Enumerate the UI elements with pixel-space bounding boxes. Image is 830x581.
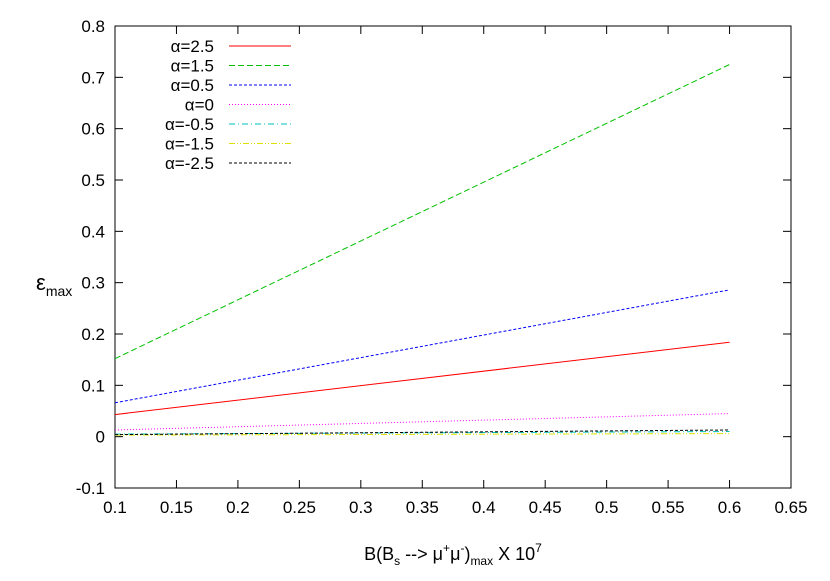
y-tick-label: 0 [96,428,105,447]
legend-label: α=-0.5 [165,115,214,134]
plot-frame [114,25,792,489]
x-tick-label: 0.6 [718,498,742,517]
x-tick-label: 0.25 [283,498,316,517]
series-line-6 [114,429,730,436]
y-tick-label: 0.1 [81,376,105,395]
legend: α=2.5α=1.5α=0.5α=0α=-0.5α=-1.5α=-2.5 [165,37,291,173]
series-line-4 [114,431,730,435]
legend-label: α=1.5 [171,57,214,76]
x-tick-label: 0.3 [349,498,373,517]
series-line-2 [114,289,730,404]
y-tick-label: 0.8 [81,17,105,36]
y-axis-title: εmax [36,270,72,299]
series-line-3 [114,413,730,431]
legend-label: α=0.5 [171,76,214,95]
y-tick-label: 0.6 [81,120,105,139]
x-axis-ticks: 0.1 0.15 0.2 0.25 0.3 0.35 0.4 0.45 0.5 0.55 0.6 0.… [103,26,808,517]
x-tick-label: 0.5 [595,498,619,517]
x-tick-label: 0.1 [103,498,127,517]
y-tick-label: 0.5 [81,171,105,190]
series-lines [114,64,730,436]
legend-label: α=-2.5 [165,154,214,173]
legend-label: α=0 [185,96,214,115]
y-tick-label: 0.3 [81,274,105,293]
x-tick-label: 0.35 [406,498,439,517]
series-line-1 [114,64,730,360]
series-line-5 [114,433,730,436]
y-tick-label: 0.7 [81,68,105,87]
y-tick-label: -0.1 [76,479,105,498]
series-line-0 [114,341,730,416]
x-tick-label: 0.15 [160,498,193,517]
legend-label: α=-1.5 [165,135,214,154]
legend-label: α=2.5 [171,37,214,56]
y-tick-label: 0.2 [81,325,105,344]
x-tick-label: 0.65 [774,498,807,517]
x-tick-label: 0.55 [652,498,685,517]
x-tick-label: 0.2 [226,498,250,517]
x-axis-title: B(Bs --> μ+μ-)max X 107 [364,541,542,568]
x-tick-label: 0.4 [472,498,496,517]
y-axis-ticks: -0.1 0 0.1 0.2 0.3 0.4 0.5 0.6 0.7 0.8 [76,17,791,498]
x-tick-label: 0.45 [529,498,562,517]
y-tick-label: 0.4 [81,222,105,241]
